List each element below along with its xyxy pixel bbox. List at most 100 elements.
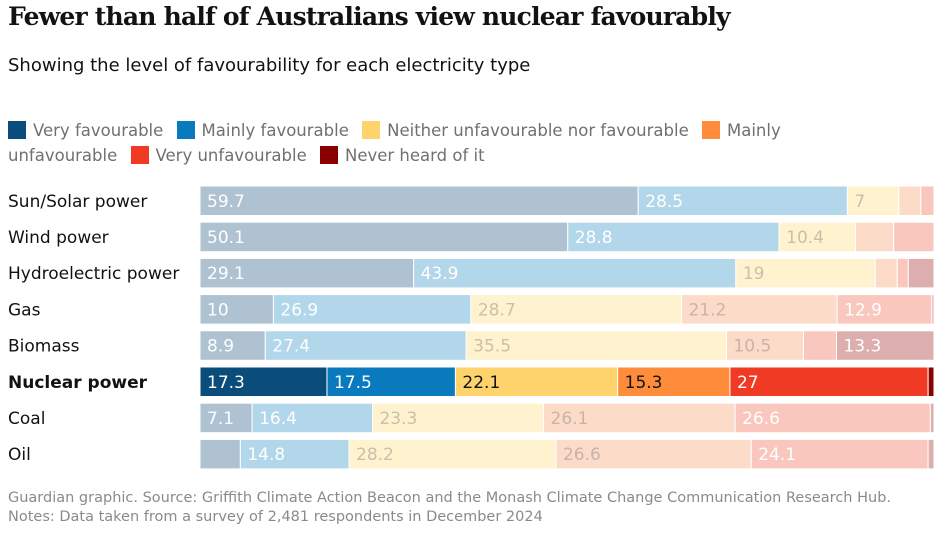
bar-segment <box>725 330 804 361</box>
data-label: 10 <box>207 300 229 320</box>
bar-segment <box>929 402 935 434</box>
bar-segment <box>470 294 683 325</box>
bar-segment <box>778 221 856 253</box>
data-label: 13.3 <box>843 337 881 357</box>
legend-item-very-unfavourable: Very unfavourable <box>130 146 307 165</box>
data-label: 28.2 <box>356 445 394 465</box>
bar-segment <box>199 330 266 361</box>
bar-segment <box>617 366 731 397</box>
bar-segment <box>272 294 472 325</box>
category-label: Hydroelectric power <box>8 264 179 284</box>
data-label: 12.9 <box>844 300 882 320</box>
stacked-bar-chart: Sun/Solar power 59.7 28.5 7 Wind power 50.1 28… <box>8 186 935 470</box>
data-label: 22.1 <box>462 373 500 393</box>
data-label: 17.5 <box>334 373 372 393</box>
bar-segment <box>907 257 935 289</box>
bar-segment <box>927 366 935 397</box>
legend-label: Neither unfavourable nor favourable <box>387 121 689 140</box>
category-label: Wind power <box>8 228 109 248</box>
bar-segment <box>555 438 752 470</box>
data-label: 50.1 <box>207 228 245 248</box>
bar-segment <box>326 366 456 397</box>
bar-segment <box>199 294 274 325</box>
bar-segment <box>874 257 898 289</box>
bar-segment <box>251 402 373 434</box>
data-label: 7.1 <box>207 409 234 429</box>
bar-segment <box>348 438 557 470</box>
category-label: Oil <box>8 445 31 465</box>
bar-segment <box>854 221 895 253</box>
data-label: 28.8 <box>575 228 613 248</box>
data-label: 19 <box>743 264 765 284</box>
legend-swatch <box>176 121 195 139</box>
legend-item-neither: Neither unfavourable nor favourable <box>362 121 689 140</box>
data-label: 15.3 <box>625 373 663 393</box>
legend-item-never-heard: Never heard of it <box>319 146 485 165</box>
data-label: 59.7 <box>207 192 245 212</box>
bar-segment <box>896 257 909 289</box>
data-label: 28.7 <box>478 300 516 320</box>
bar-segment <box>199 402 253 434</box>
data-label: 17.3 <box>207 373 245 393</box>
data-label: 43.9 <box>421 264 459 284</box>
legend-item-mainly-favourable: Mainly favourable <box>176 121 349 140</box>
bar-segment <box>893 221 935 253</box>
bar-segment <box>199 257 415 289</box>
legend-swatch <box>130 146 149 164</box>
bar-segment <box>413 257 737 289</box>
category-label: Gas <box>8 300 41 320</box>
legend-label: Very favourable <box>33 121 164 140</box>
data-label: 26.1 <box>551 409 589 429</box>
bar-segment <box>927 438 935 470</box>
bar-segment <box>920 186 935 216</box>
data-label: 7 <box>854 192 865 212</box>
bar-segment <box>931 294 935 325</box>
legend-label: Mainly unfavourable <box>8 121 781 165</box>
data-label: 26.6 <box>563 445 601 465</box>
bar-segment <box>199 366 328 397</box>
data-label: 27.4 <box>272 337 310 357</box>
bar-segment <box>637 186 848 216</box>
category-label: Nuclear power <box>8 373 148 393</box>
bar-segment <box>543 402 736 434</box>
data-label: 29.1 <box>207 264 245 284</box>
data-label: 10.4 <box>786 228 824 248</box>
chart-subtitle: Showing the level of favourability for e… <box>8 55 531 76</box>
legend: Very favourable Mainly favourable Neithe… <box>8 118 868 168</box>
data-label: 26.9 <box>280 300 318 320</box>
category-label: Sun/Solar power <box>8 192 147 212</box>
legend-swatch <box>319 146 338 164</box>
bar-segment <box>729 366 929 397</box>
bar-segment <box>264 330 467 361</box>
legend-swatch <box>701 121 720 139</box>
data-label: 35.5 <box>473 337 511 357</box>
data-label: 24.1 <box>758 445 796 465</box>
bar-segment <box>199 221 569 253</box>
legend-swatch <box>8 121 26 139</box>
data-label: 21.2 <box>689 300 727 320</box>
data-label: 16.4 <box>259 409 297 429</box>
data-label: 10.5 <box>733 337 771 357</box>
legend-label: Very unfavourable <box>155 146 307 165</box>
data-label: 8.9 <box>207 337 234 357</box>
data-label: 23.3 <box>379 409 417 429</box>
bar-segment <box>239 438 350 470</box>
bar-segment <box>898 186 922 216</box>
chart-title: Fewer than half of Australians view nucl… <box>8 2 731 31</box>
legend-label: Never heard of it <box>344 146 485 165</box>
data-label: 14.8 <box>247 445 285 465</box>
bar-segment <box>835 330 935 361</box>
data-label: 28.5 <box>645 192 683 212</box>
legend-item-very-favourable: Very favourable <box>8 121 163 140</box>
bar-segment <box>836 294 933 325</box>
legend-item-mainly-unfavourable: Mainly unfavourable <box>8 121 781 165</box>
legend-swatch <box>362 121 381 139</box>
bar-segment <box>735 257 876 289</box>
legend-label: Mainly favourable <box>201 121 349 140</box>
data-label: 27 <box>737 373 759 393</box>
source-note: Guardian graphic. Source: Griffith Clima… <box>8 490 892 525</box>
bar-segment <box>199 438 241 470</box>
data-label: 26.6 <box>742 409 780 429</box>
bar-segment <box>454 366 619 397</box>
bar-segment <box>802 330 837 361</box>
